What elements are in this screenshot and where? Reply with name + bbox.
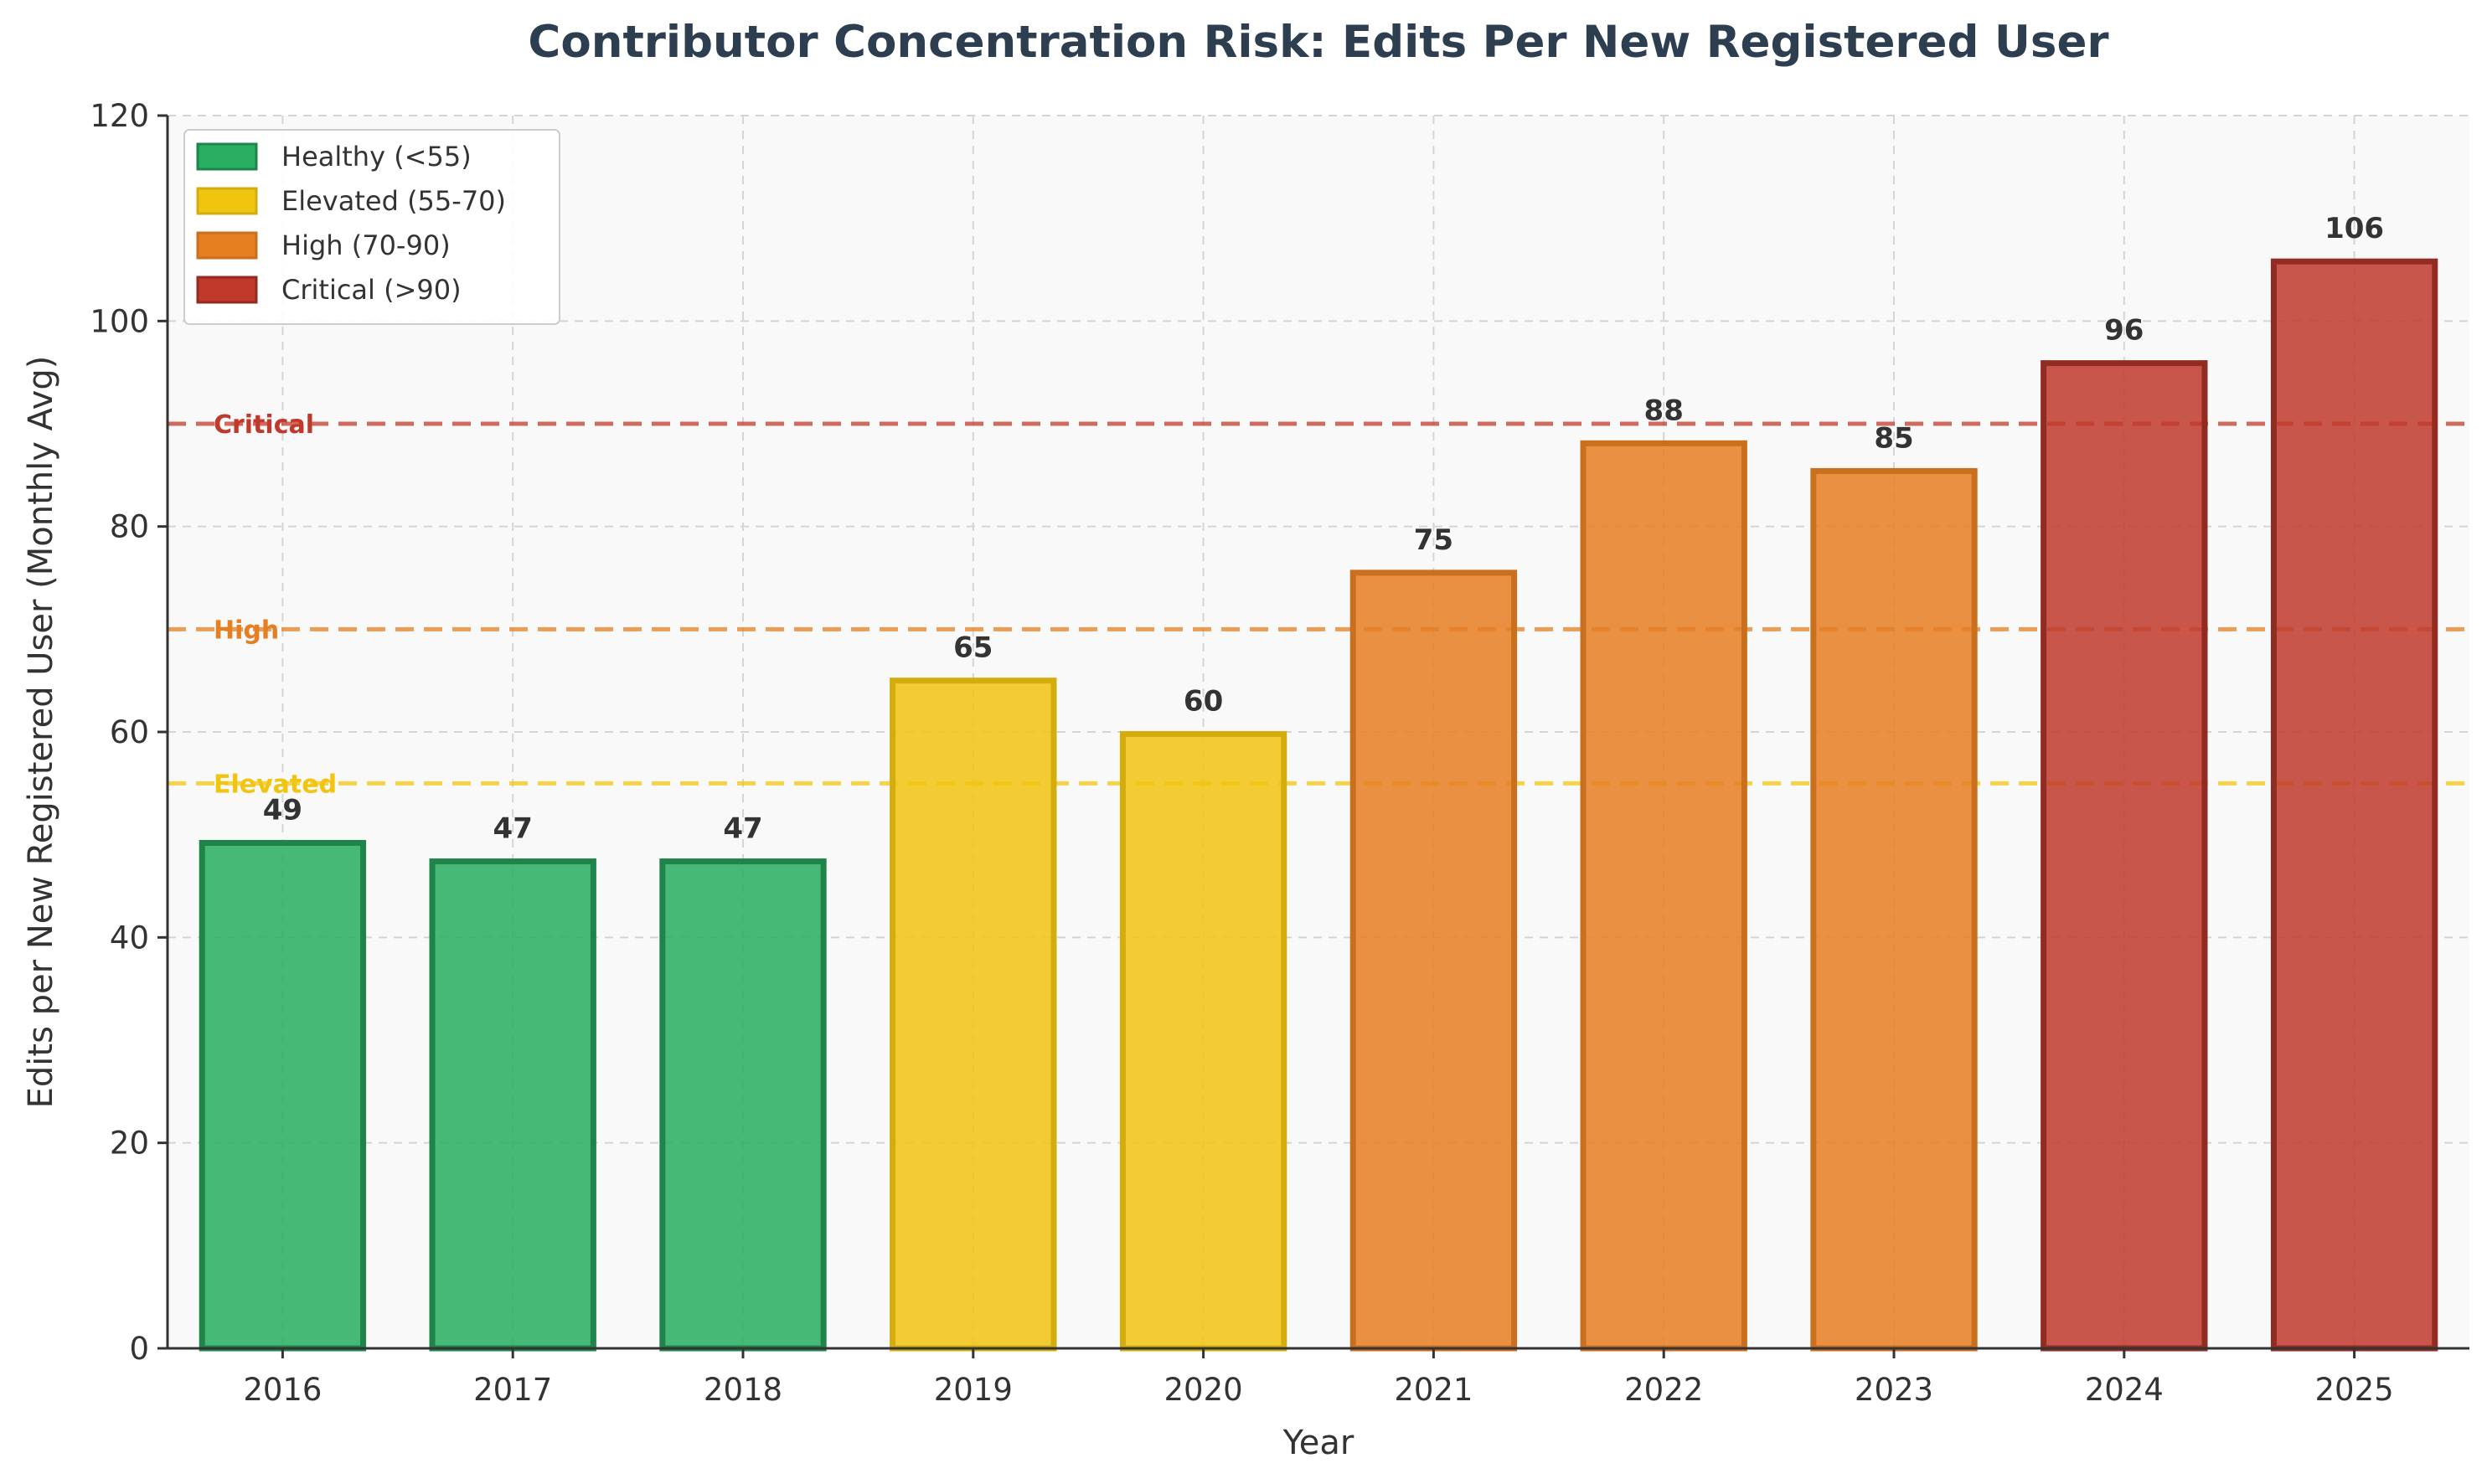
data-label-2025: 106 (2324, 212, 2384, 245)
y-tick-label: 20 (110, 1126, 149, 1162)
reference-label-elevated: Elevated (214, 770, 337, 799)
data-label-2024: 96 (2104, 314, 2144, 348)
legend-label-high: High (70-90) (281, 229, 451, 261)
data-label-2020: 60 (1184, 684, 1223, 718)
y-tick-label: 0 (129, 1331, 149, 1367)
data-label-2022: 88 (1644, 394, 1684, 427)
x-tick-label-2021: 2021 (1394, 1372, 1473, 1408)
data-label-2016: 49 (263, 793, 302, 827)
bar-2022 (1580, 440, 1747, 1352)
bar-2023 (1810, 467, 1978, 1352)
bars (199, 258, 2438, 1352)
x-tick-label-2020: 2020 (1164, 1372, 1243, 1408)
legend-label-elevated: Elevated (55-70) (281, 185, 506, 217)
data-label-2023: 85 (1874, 421, 1913, 455)
x-tick-label-2017: 2017 (473, 1372, 552, 1408)
legend-swatch-critical (196, 276, 258, 304)
bar-2025 (2270, 258, 2438, 1352)
y-tick-label: 60 (110, 714, 149, 750)
y-tick-label: 120 (90, 98, 149, 134)
bar-2021 (1349, 569, 1518, 1352)
bar-2016 (199, 839, 367, 1352)
axes: 0 20 40 60 80 100 120 2016 2017 2018 2019 2020 2021 2… (90, 98, 2469, 1408)
x-tick-label-2024: 2024 (2085, 1372, 2164, 1408)
y-tick-label: 80 (110, 509, 149, 545)
y-tick-label: 100 (90, 303, 149, 339)
data-label-2018: 47 (723, 812, 762, 846)
bar-2024 (2041, 360, 2208, 1352)
bar-2018 (659, 858, 827, 1352)
x-tick-label-2025: 2025 (2315, 1372, 2394, 1408)
x-axis-label: Year (1282, 1424, 1354, 1462)
x-tick-label-2018: 2018 (704, 1372, 782, 1408)
x-tick-label-2023: 2023 (1855, 1372, 1933, 1408)
x-tick-label-2019: 2019 (934, 1372, 1013, 1408)
bar-2017 (429, 858, 596, 1352)
bar-2019 (890, 678, 1057, 1352)
reference-label-critical: Critical (214, 410, 314, 440)
legend-swatch-high (196, 231, 258, 260)
legend-label-healthy: Healthy (<55) (281, 141, 472, 173)
legend-swatch-elevated (196, 187, 258, 215)
legend: Healthy (<55) Elevated (55-70) High (70-90… (183, 129, 560, 325)
legend-label-critical: Critical (>90) (281, 274, 462, 306)
reference-label-high: High (214, 616, 279, 645)
data-labels: 49 47 47 65 60 75 88 85 96 106 (263, 212, 2384, 845)
y-tick-label: 40 (110, 920, 149, 956)
y-axis-label: Edits per New Registered User (Monthly A… (22, 356, 60, 1109)
data-label-2019: 65 (953, 631, 993, 665)
x-tick-label-2016: 2016 (243, 1372, 322, 1408)
legend-swatch-healthy (196, 142, 258, 171)
data-label-2021: 75 (1414, 523, 1453, 557)
legend-box (183, 129, 560, 325)
data-label-2017: 47 (493, 812, 533, 846)
chart-title: Contributor Concentration Risk: Edits Pe… (528, 17, 2108, 68)
bar-2020 (1119, 730, 1287, 1352)
x-tick-label-2022: 2022 (1624, 1372, 1703, 1408)
